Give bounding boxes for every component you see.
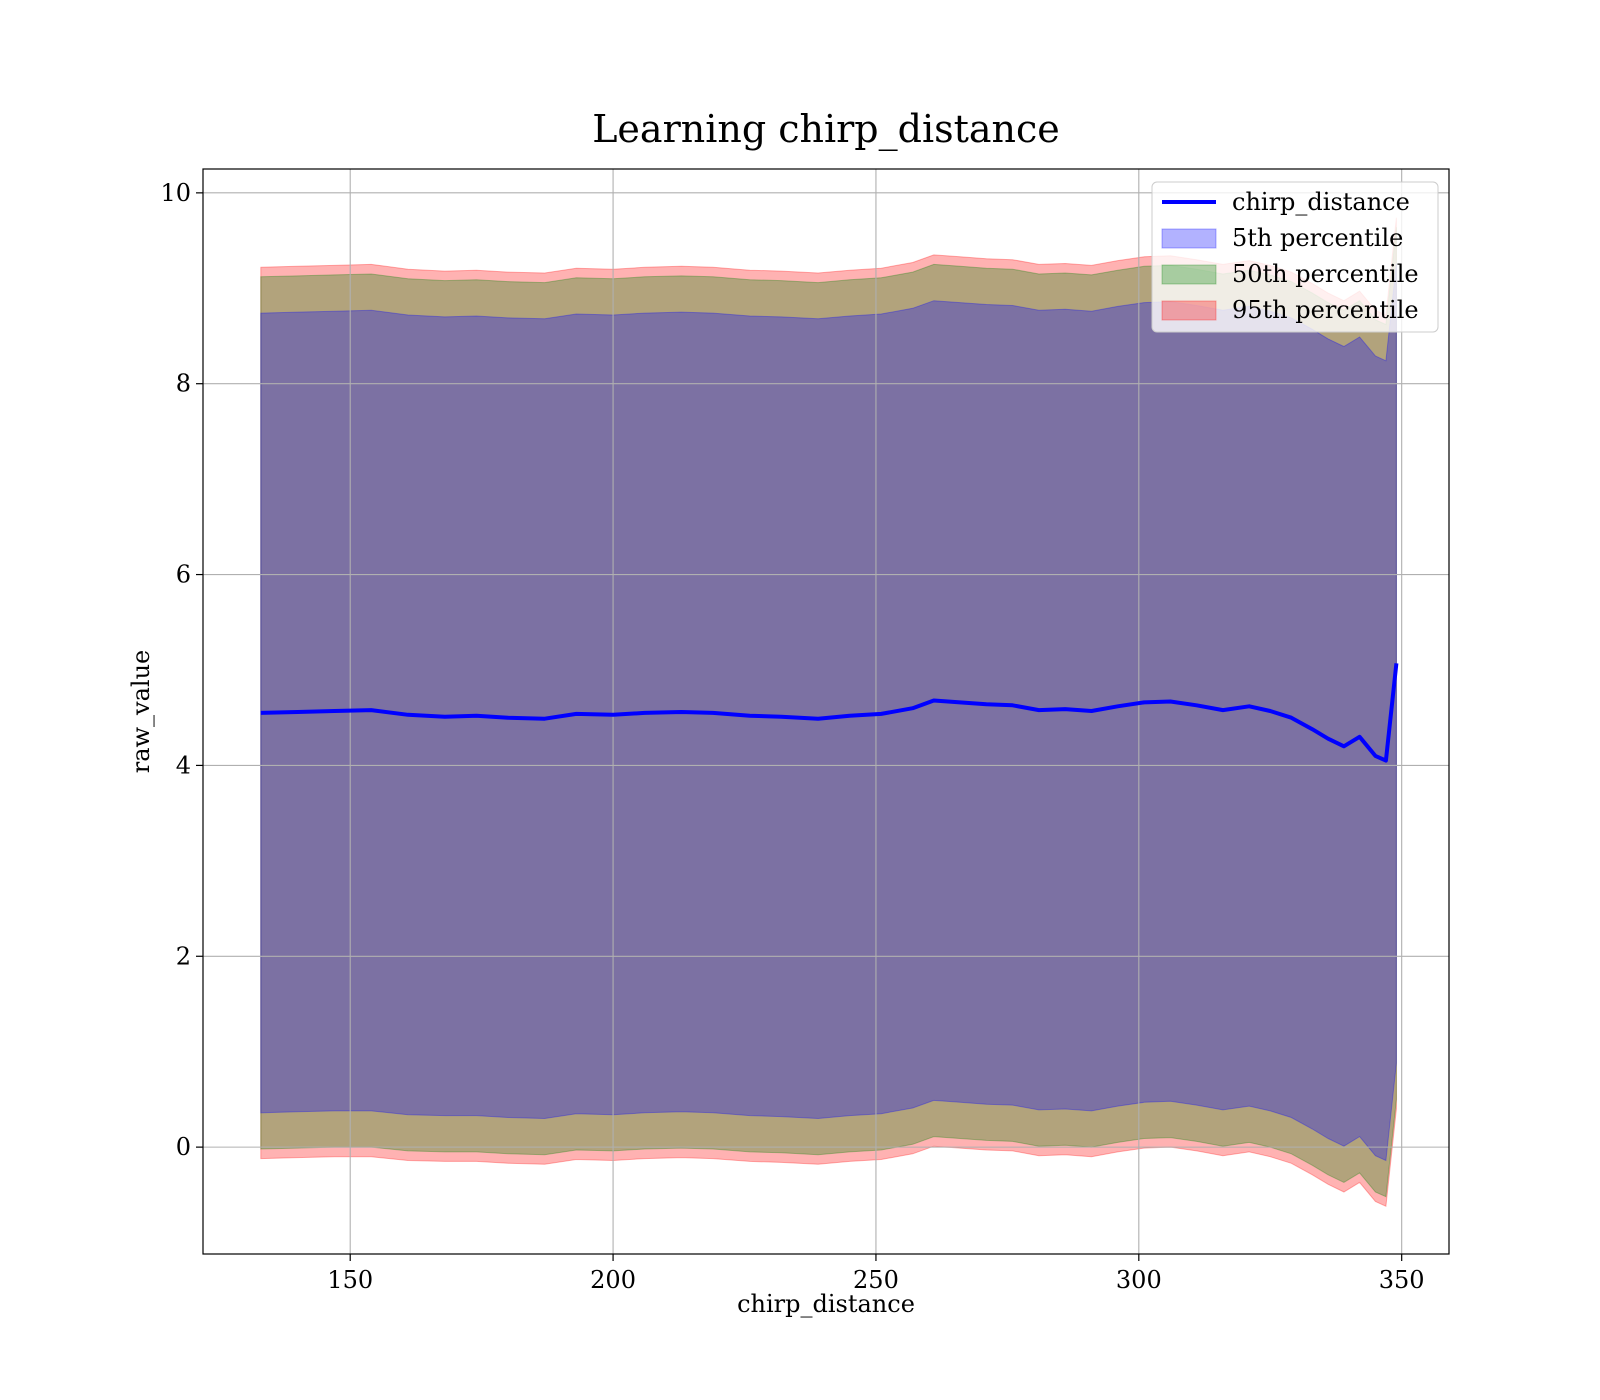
legend-swatch-patch	[1161, 228, 1217, 249]
x-tick-label: 250	[853, 1266, 899, 1294]
x-tick-label: 300	[1116, 1266, 1162, 1294]
legend: chirp_distance 5th percentile 50th percent…	[1151, 181, 1439, 333]
x-tick-label: 350	[1379, 1266, 1425, 1294]
y-tick-label: 10	[160, 179, 191, 207]
band-5th-percentile	[260, 263, 1397, 1162]
x-tick-label: 150	[327, 1266, 373, 1294]
chart-title: Learning chirp_distance	[592, 107, 1060, 152]
legend-box	[1151, 181, 1439, 333]
series-line-chirp_distance	[260, 663, 1399, 763]
legend-swatch-patch	[1161, 264, 1217, 285]
y-tick-label: 0	[176, 1133, 191, 1161]
y-axis-label: raw_value	[127, 650, 155, 774]
bands-layer	[260, 217, 1397, 1208]
plot-frame	[202, 168, 1450, 1255]
band-50th-percentile	[260, 227, 1397, 1198]
x-axis-label: chirp_distance	[737, 1290, 915, 1318]
legend-label: 50th percentile	[1232, 260, 1419, 288]
legend-swatch-patch	[1161, 300, 1217, 321]
x-tick-label: 200	[590, 1266, 636, 1294]
grid-layer	[203, 169, 1449, 1254]
y-tick-label: 4	[176, 751, 191, 779]
band-95th-percentile	[260, 217, 1397, 1208]
legend-label: 5th percentile	[1232, 224, 1403, 252]
legend-label: 95th percentile	[1232, 296, 1419, 324]
y-tick-label: 8	[176, 370, 191, 398]
y-tick-label: 6	[176, 561, 191, 589]
legend-label: chirp_distance	[1232, 188, 1410, 216]
tick-layer: 150 200 250 300 350 0 2 4 6 8 10	[160, 179, 1424, 1294]
y-tick-label: 2	[176, 942, 191, 970]
line-layer	[260, 663, 1399, 763]
